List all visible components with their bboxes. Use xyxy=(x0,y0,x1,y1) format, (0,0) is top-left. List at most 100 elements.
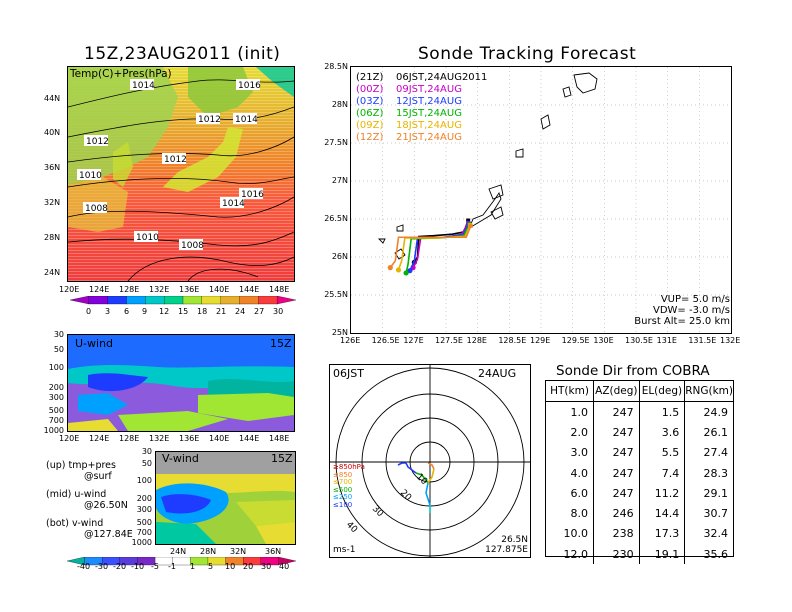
track-line xyxy=(412,222,469,269)
colorbar-label: 21 xyxy=(216,307,227,316)
table-cell: 1.0 xyxy=(546,401,595,423)
colorbar-swatch xyxy=(239,296,259,305)
table-row: 12.0 230 19.1 35.6 xyxy=(546,544,733,565)
panel-notes: (up) tmp+pres @surf (mid) u-wind @26.50N… xyxy=(46,460,156,540)
lat-tick: 25N xyxy=(331,328,348,337)
colorbar-label: -20 xyxy=(113,562,127,571)
polar-coords: 26.5N 127.875E xyxy=(470,535,528,555)
pressure-tick: 50 xyxy=(141,459,152,468)
isobar-label: 1014 xyxy=(222,199,245,209)
table-cell: 3.6 xyxy=(639,422,686,443)
pressure-tick: 500 xyxy=(136,518,152,527)
lon-tick: 148E xyxy=(269,285,290,294)
colorbar-label: 9 xyxy=(142,307,148,316)
pressure-tick: 300 xyxy=(136,505,152,514)
param-vdw: VDW= -3.0 m/s xyxy=(653,305,730,316)
forecast-plot xyxy=(350,66,732,334)
uwind-lon-ticks: 120E 124E 128E 132E 136E 140E 144E 148E xyxy=(59,434,299,444)
table-cell: 12.0 xyxy=(546,544,595,565)
legend-time: 06JST,24AUG2011 xyxy=(396,72,488,83)
legend-run: (03Z) xyxy=(356,96,384,107)
vwind-svg xyxy=(156,452,295,544)
lat-tick: 24N xyxy=(44,268,61,277)
table-cell: 32.4 xyxy=(703,527,729,541)
table-row: 6.0 247 11.2 29.1 xyxy=(546,483,733,504)
level-legend-entry: ≥850hPa xyxy=(333,463,365,471)
legend-time: 18JST,24AUG xyxy=(396,120,462,131)
legend-run: (21Z) xyxy=(356,72,384,83)
colorbar-label: 40 xyxy=(279,562,290,571)
lat-tick: 27N xyxy=(331,176,348,185)
pressure-tick: 50 xyxy=(53,345,64,354)
lon-tick: 136E xyxy=(179,434,200,443)
table-row: 8.0 246 14.4 30.7 xyxy=(546,503,733,524)
lon-tick: 128.5E xyxy=(498,336,527,345)
note-line: @127.84E xyxy=(84,529,133,540)
lon-tick: 140E xyxy=(209,285,230,294)
lat-tick: 32N xyxy=(230,547,247,556)
colorbar-label: 3 xyxy=(105,307,111,316)
isobar-label: 1012 xyxy=(198,115,221,125)
lat-tick: 25.5N xyxy=(324,290,348,299)
island-coastline xyxy=(562,86,572,98)
wind-colorbar-labels: -40 -30 -20 -10 -5 -1 1 5 10 20 30 40 xyxy=(67,562,296,572)
lat-tick: 24N xyxy=(170,547,187,556)
isobar-label: 1016 xyxy=(238,81,261,91)
legend-entry: (00Z) 09JST,24AUG xyxy=(356,84,487,96)
polar-level-legend: ≥850hPa ≤850 ≤700 ≤500 ≤250 ≤100 xyxy=(333,463,365,509)
polar-unit: ms-1 xyxy=(333,545,356,555)
vwind-label: V-wind xyxy=(162,452,199,465)
lon-tick: 127.5E xyxy=(435,336,463,345)
table-cell: 27.4 xyxy=(703,446,729,460)
table-cell: 5.5 xyxy=(639,442,686,463)
hodograph-segment xyxy=(425,482,431,506)
sonde-table-box: HT(km) AZ(deg) EL(deg) RNG(km) 1.0 247 1.5… xyxy=(545,380,734,565)
note-line: (mid) u-wind xyxy=(46,489,107,500)
forecast-legend: (21Z) 06JST,24AUG2011 (00Z) 09JST,24AUG (03Z… xyxy=(356,72,487,144)
table-cell: 247 xyxy=(593,422,640,443)
landing-point xyxy=(407,268,413,274)
lat-tick: 44N xyxy=(44,94,61,103)
lon-tick: 128E xyxy=(119,285,140,294)
table-title: Sonde Dir from COBRA xyxy=(556,363,710,379)
uwind-time: 15Z xyxy=(270,337,292,350)
forecast-title: Sonde Tracking Forecast xyxy=(418,44,637,64)
level-legend-entry: ≤100 xyxy=(333,500,353,509)
lon-tick: 132E xyxy=(149,434,170,443)
lat-tick: 27.5N xyxy=(324,138,348,147)
lon-tick: 130.5E xyxy=(625,336,653,345)
wind-colorbar xyxy=(67,557,296,566)
lat-tick: 28N xyxy=(331,100,348,109)
pressure-tick: 200 xyxy=(136,494,152,503)
landing-point xyxy=(387,265,393,271)
colorbar-label: 18 xyxy=(197,307,208,316)
colorbar-label: 0 xyxy=(86,307,92,316)
colorbar-label: 30 xyxy=(273,307,284,316)
table-cell: 35.6 xyxy=(703,547,729,561)
table-cell: 29.1 xyxy=(703,486,729,500)
island-coastline xyxy=(394,248,406,260)
lon-tick: 136E xyxy=(179,285,200,294)
colorbar-label: -40 xyxy=(77,562,91,571)
uwind-panel xyxy=(67,334,295,432)
landing-point xyxy=(403,270,409,276)
legend-run: (00Z) xyxy=(356,84,384,95)
param-burst: Burst Alt= 25.0 km xyxy=(634,316,730,327)
lon-tick: 140E xyxy=(209,434,230,443)
table-cell: 2.0 xyxy=(546,422,595,443)
table-row: 2.0 247 3.6 26.1 xyxy=(546,422,733,443)
isobar-label: 1010 xyxy=(79,171,102,181)
lon-tick: 126.5E xyxy=(371,336,400,345)
lon-tick: 148E xyxy=(269,434,290,443)
colorbar-label: 10 xyxy=(225,562,236,571)
vwind-time: 15Z xyxy=(271,452,293,465)
isobar-label: 1012 xyxy=(86,137,109,147)
lon-tick: 120E xyxy=(59,285,80,294)
lon-tick: 128E xyxy=(119,434,140,443)
lon-tick: 126E xyxy=(340,336,361,345)
uwind-svg xyxy=(68,335,294,431)
legend-time: 21JST,24AUG xyxy=(396,132,462,143)
table-cell: 247 xyxy=(593,442,640,463)
hodograph-segment xyxy=(405,462,417,474)
colorbar-label: 30 xyxy=(261,562,272,571)
